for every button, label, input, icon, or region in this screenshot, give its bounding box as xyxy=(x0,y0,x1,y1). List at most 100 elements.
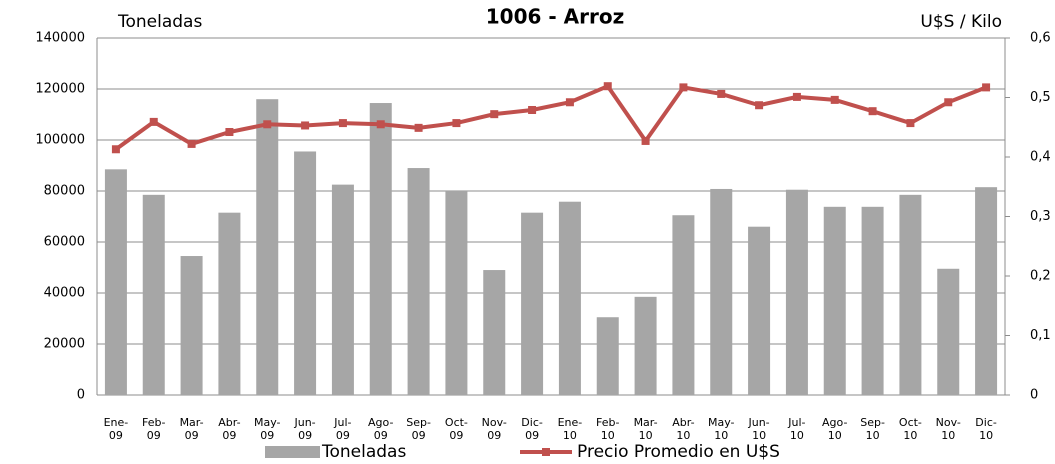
bar xyxy=(785,189,808,395)
y2-tick-label: 0,1 xyxy=(1030,328,1051,343)
x-tick-label: Sep-10 xyxy=(860,416,885,442)
x-tick-label: Ene-10 xyxy=(558,416,583,442)
x-tick-label-part: 10 xyxy=(790,429,804,442)
x-tick-label-part: Sep- xyxy=(860,416,885,429)
chart-title: 1006 - Arroz xyxy=(486,5,624,29)
x-tick-label-part: 10 xyxy=(639,429,653,442)
x-tick-label: Ago-09 xyxy=(368,416,393,442)
x-tick-label: Jun-09 xyxy=(293,416,315,442)
y-tick-label: 100000 xyxy=(35,133,85,148)
x-tick-label: May-10 xyxy=(708,416,735,442)
bar xyxy=(104,169,127,395)
bar xyxy=(634,296,657,395)
x-tick-label: Abr-10 xyxy=(672,416,694,442)
x-tick-label-part: Abr- xyxy=(672,416,694,429)
y2-tick-label: 0,2 xyxy=(1030,269,1051,284)
x-tick-label: Oct-09 xyxy=(445,416,468,442)
bar xyxy=(748,226,771,395)
marker xyxy=(225,128,234,137)
y-tick-label: 0 xyxy=(77,388,85,403)
marker xyxy=(187,139,196,148)
bar xyxy=(558,201,581,395)
marker xyxy=(868,107,877,116)
y2-tick-label: 0,6 xyxy=(1030,31,1051,46)
legend-label: Precio Promedio en U$S xyxy=(577,442,780,462)
bar xyxy=(256,99,279,395)
x-tick-label-part: 09 xyxy=(412,429,426,442)
x-tick-label-part: 09 xyxy=(336,429,350,442)
y2-tick-label: 0,3 xyxy=(1030,209,1051,224)
x-tick-label: Jul-09 xyxy=(333,416,351,442)
bar xyxy=(294,151,317,395)
marker xyxy=(528,105,537,114)
y-tick-label: 40000 xyxy=(44,286,85,301)
x-tick-label-part: 09 xyxy=(487,429,501,442)
x-tick-label: Jun-10 xyxy=(747,416,769,442)
x-tick-label-part: 10 xyxy=(979,429,993,442)
x-tick-label-part: 09 xyxy=(222,429,236,442)
y2-tick-label: 0,5 xyxy=(1030,90,1051,105)
marker xyxy=(111,145,120,154)
x-tick-label-part: Mar- xyxy=(180,416,204,429)
x-tick-label: May-09 xyxy=(254,416,281,442)
legend-marker xyxy=(542,448,550,456)
x-tick-label-part: 09 xyxy=(185,429,199,442)
bar xyxy=(710,188,733,395)
legend-label: Toneladas xyxy=(321,442,406,462)
bar xyxy=(899,194,922,395)
marker xyxy=(301,121,310,130)
x-tick-label-part: Dic- xyxy=(975,416,997,429)
x-tick-label: Mar-09 xyxy=(180,416,204,442)
legend-swatch xyxy=(265,446,320,458)
marker xyxy=(263,120,272,129)
bar xyxy=(180,256,203,395)
bar xyxy=(521,212,544,395)
x-tick-label-part: Dic- xyxy=(521,416,543,429)
x-tick-label: Dic-09 xyxy=(521,416,543,442)
x-tick-label-part: 09 xyxy=(109,429,123,442)
x-tick-label: Oct-10 xyxy=(899,416,922,442)
x-tick-label-part: 10 xyxy=(714,429,728,442)
x-tick-label-part: 09 xyxy=(449,429,463,442)
x-tick-label: Ago-10 xyxy=(822,416,847,442)
bar xyxy=(483,270,506,395)
x-tick-label: Sep-09 xyxy=(406,416,431,442)
bar xyxy=(407,168,430,395)
bar xyxy=(218,212,241,395)
bar xyxy=(369,103,392,396)
x-tick-label: Nov-10 xyxy=(936,416,961,442)
bar xyxy=(331,184,354,395)
y-tick-label: 120000 xyxy=(35,82,85,97)
y2-axis-label: U$S / Kilo xyxy=(920,12,1002,32)
marker xyxy=(149,117,158,126)
marker xyxy=(338,119,347,128)
x-tick-label-part: 10 xyxy=(828,429,842,442)
x-tick-label-part: 10 xyxy=(752,429,766,442)
x-tick-label-part: Jul- xyxy=(787,416,805,429)
x-tick-label-part: Feb- xyxy=(596,416,619,429)
x-tick-label-part: Oct- xyxy=(899,416,922,429)
x-tick-label-part: 10 xyxy=(676,429,690,442)
y-axis-label: Toneladas xyxy=(117,12,202,32)
x-tick-label-part: Nov- xyxy=(482,416,507,429)
bar xyxy=(861,206,884,395)
bar xyxy=(823,206,846,395)
marker xyxy=(679,83,688,92)
x-tick-label-part: Sep- xyxy=(406,416,431,429)
bar xyxy=(596,317,619,395)
x-tick-label-part: 09 xyxy=(260,429,274,442)
y-tick-label: 80000 xyxy=(44,184,85,199)
marker xyxy=(452,119,461,128)
bar xyxy=(445,191,468,395)
x-tick-label: Feb-09 xyxy=(142,416,165,442)
x-tick-label-part: May- xyxy=(708,416,735,429)
x-tick-label-part: May- xyxy=(254,416,281,429)
x-tick-label: Dic-10 xyxy=(975,416,997,442)
x-tick-label: Feb-10 xyxy=(596,416,619,442)
marker xyxy=(641,136,650,145)
x-tick-label-part: Oct- xyxy=(445,416,468,429)
x-tick-label-part: Ago- xyxy=(368,416,393,429)
marker xyxy=(376,120,385,129)
marker xyxy=(414,123,423,132)
